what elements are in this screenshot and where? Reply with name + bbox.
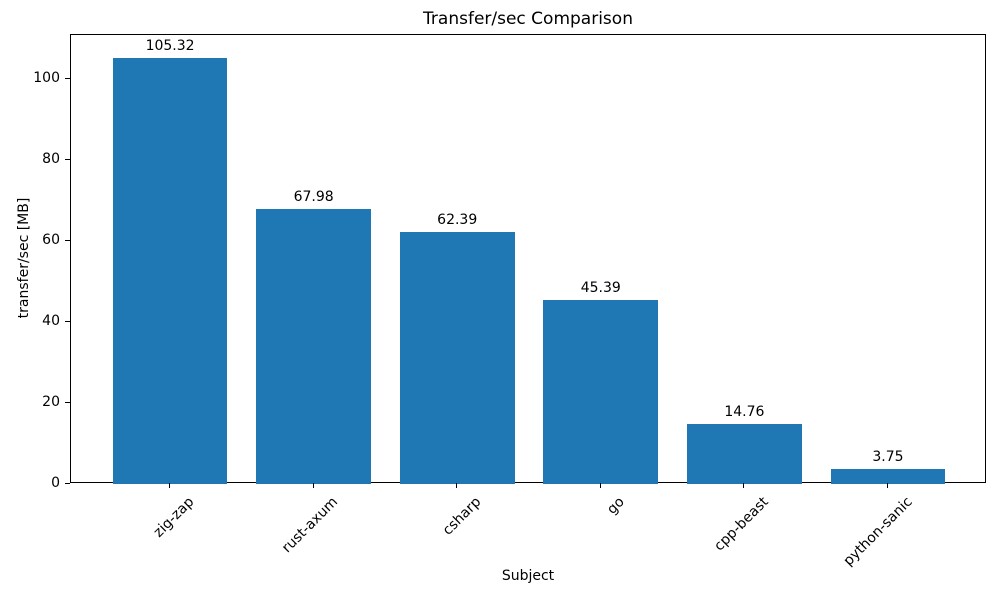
y-tick-label: 20 <box>42 394 60 411</box>
y-tick-label: 100 <box>33 70 60 87</box>
y-tick-mark <box>65 78 70 80</box>
x-tick-mark <box>456 483 458 488</box>
bar-value-label: 105.32 <box>145 37 195 54</box>
bar-cpp-beast <box>686 424 802 484</box>
x-tick-mark <box>743 483 745 488</box>
y-tick-label: 60 <box>42 232 60 249</box>
y-tick-mark <box>65 159 70 161</box>
x-tick-mark <box>169 483 171 488</box>
bar-csharp <box>399 231 515 484</box>
bar-value-label: 14.76 <box>724 404 765 421</box>
y-tick-mark <box>65 240 70 242</box>
bar-value-label: 62.39 <box>437 211 478 228</box>
y-tick-label: 40 <box>42 313 60 330</box>
bar-rust-axum <box>256 209 372 484</box>
bar-value-label: 3.75 <box>872 448 904 465</box>
y-tick-mark <box>65 483 70 484</box>
y-tick-label: 0 <box>51 475 60 491</box>
x-tick-mark <box>599 483 601 488</box>
bar-python-sanic <box>830 468 946 484</box>
bar-zig-zap <box>112 57 228 484</box>
y-tick-label: 80 <box>42 151 60 168</box>
bar-value-label: 67.98 <box>293 189 334 206</box>
bar-value-label: 45.39 <box>580 280 621 297</box>
chart-title: Transfer/sec Comparison <box>423 9 633 29</box>
x-tick-mark <box>312 483 314 488</box>
y-tick-mark <box>65 402 70 404</box>
plot-area: 105.32 67.98 62.39 45.39 14.76 3.75 <box>70 34 986 484</box>
x-tick-mark <box>886 483 888 488</box>
y-axis-label: transfer/sec [MB] <box>16 197 32 319</box>
y-tick-mark <box>65 321 70 323</box>
bar-go <box>543 300 659 484</box>
x-axis-label: Subject <box>501 568 555 584</box>
